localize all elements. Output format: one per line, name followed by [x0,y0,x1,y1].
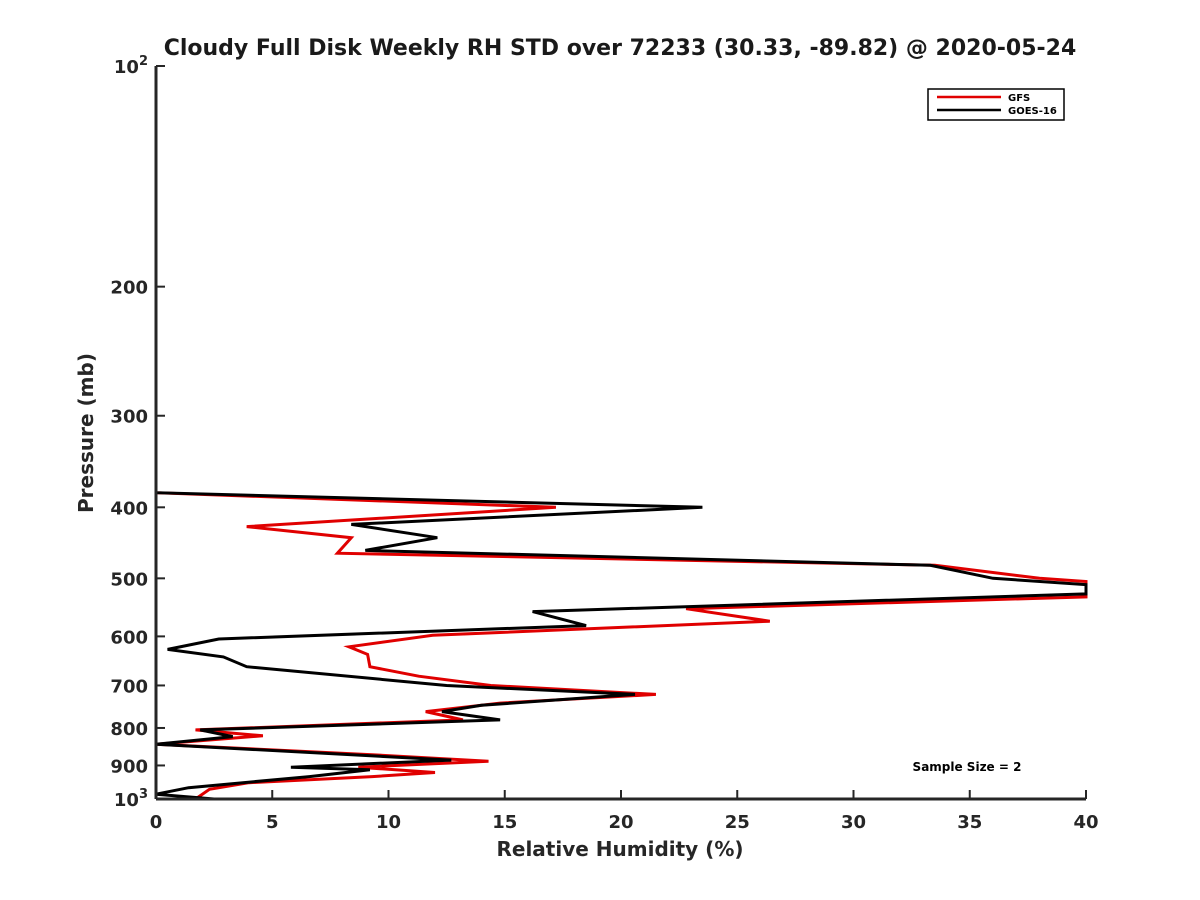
x-tick-label: 40 [1073,812,1098,833]
x-ticks: 0 5 10 15 20 25 30 35 40 [150,790,1099,833]
y-tick-label: 700 [110,676,148,697]
y-tick-label: 600 [110,627,148,648]
y-ticks: 102 200 300 400 500 600 700 800 900 103 [110,54,165,811]
series-line-gfs [154,66,1088,801]
legend-box [927,88,1065,121]
y-axis-label: Pressure (mb) [74,353,98,513]
legend: GFS GOES-16 [927,88,1065,121]
legend-label-goes16: GOES-16 [1008,106,1057,117]
y-tick-label: 103 [114,787,148,811]
x-tick-label: 35 [957,812,982,833]
x-tick-label: 0 [150,812,163,833]
y-tick-label: 102 [114,54,148,78]
x-tick-label: 5 [266,812,279,833]
y-tick-label: 500 [110,569,148,590]
series-layer [154,66,1088,801]
x-tick-label: 20 [608,812,633,833]
y-tick-label: 200 [110,278,148,299]
series-line-goes16 [154,66,1088,801]
chart-title: Cloudy Full Disk Weekly RH STD over 7223… [164,36,1077,61]
x-tick-label: 30 [841,812,866,833]
y-tick-label: 400 [110,498,148,519]
x-tick-label: 15 [492,812,517,833]
x-axis-label: Relative Humidity (%) [496,837,743,861]
sample-size-annotation: Sample Size = 2 [913,760,1022,774]
x-tick-label: 25 [725,812,750,833]
y-tick-label: 300 [110,407,148,428]
y-tick-label: 800 [110,719,148,740]
y-tick-label: 900 [110,756,148,777]
x-tick-label: 10 [376,812,401,833]
legend-label-gfs: GFS [1008,93,1030,104]
